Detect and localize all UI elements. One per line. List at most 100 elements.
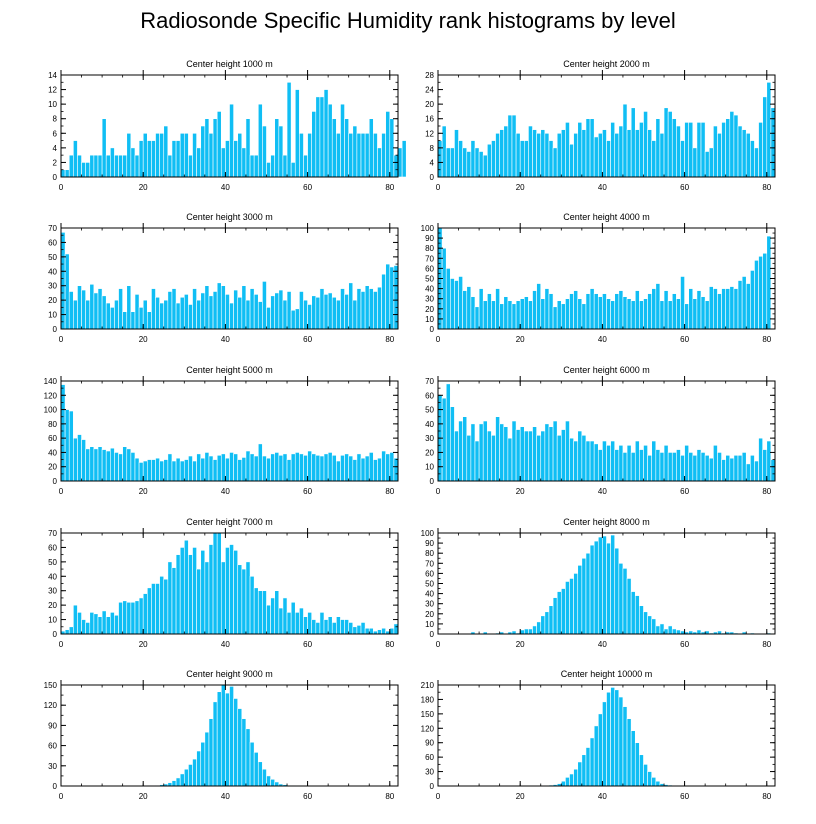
bar [581, 434, 587, 482]
bar [331, 622, 337, 635]
bar [511, 114, 517, 178]
bar [352, 125, 358, 178]
bar [216, 454, 222, 482]
bar [200, 741, 206, 787]
bar [155, 583, 160, 635]
bar [233, 550, 239, 635]
y-tick-label: 120 [421, 724, 435, 733]
bar [532, 290, 537, 330]
bar [671, 628, 677, 635]
bar [589, 288, 595, 330]
bar [437, 140, 443, 178]
chart-panel-4: Center height 4000 m0 20 40 60 8001020304050… [421, 212, 776, 344]
bar [680, 276, 685, 330]
bar [356, 132, 362, 178]
bar [373, 459, 378, 482]
bar [196, 147, 202, 178]
bar [253, 752, 259, 787]
bar [204, 452, 210, 482]
bar [294, 89, 300, 178]
bar [393, 265, 399, 330]
bar [717, 452, 722, 482]
bar [282, 299, 288, 330]
bar [643, 444, 648, 482]
bar [105, 302, 111, 330]
bar [336, 132, 341, 178]
bar [134, 154, 140, 178]
bar [458, 140, 463, 178]
bar [73, 140, 78, 178]
y-tick-label: 10 [425, 620, 434, 629]
bar [89, 446, 95, 482]
y-tick-label: 40 [48, 572, 57, 581]
bar [237, 459, 243, 482]
y-tick-label: 20 [425, 305, 434, 314]
bar [381, 132, 386, 178]
bar [544, 132, 550, 178]
bar [618, 290, 624, 330]
bar [286, 459, 292, 482]
bar [634, 595, 640, 635]
y-tick-label: 28 [425, 71, 434, 80]
y-tick-label: 4 [430, 158, 435, 167]
bar [274, 590, 280, 635]
bar [85, 448, 91, 482]
bar [737, 454, 743, 482]
bar [344, 453, 349, 482]
bar [441, 397, 447, 482]
bar [528, 628, 533, 635]
bar [389, 627, 395, 635]
bar [470, 140, 476, 178]
bar [192, 288, 197, 330]
y-tick-label: 20 [425, 100, 434, 109]
x-tick-label: 60 [303, 640, 312, 649]
bar [458, 276, 463, 330]
bar [639, 754, 644, 787]
bar [696, 290, 702, 330]
bar [257, 443, 263, 482]
bar [216, 282, 222, 330]
bar [126, 601, 132, 635]
bar [503, 125, 509, 178]
bar [507, 114, 513, 178]
bar [175, 302, 181, 330]
bar [331, 296, 337, 330]
bar [569, 143, 574, 178]
bar [274, 452, 280, 482]
bar [766, 235, 772, 330]
panel-title: Center height 1000 m [186, 59, 273, 69]
bar [315, 296, 321, 330]
bar [466, 286, 472, 330]
bar [294, 308, 300, 330]
bar [93, 292, 99, 330]
bar [618, 444, 624, 482]
bar [474, 147, 480, 178]
bar [225, 547, 230, 635]
bar [536, 132, 542, 178]
x-tick-label: 20 [139, 183, 148, 192]
bar [503, 296, 509, 330]
bar [610, 534, 616, 635]
bar [385, 263, 391, 330]
bar [85, 162, 91, 178]
bar [360, 622, 366, 635]
bar [163, 125, 169, 178]
x-tick-label: 0 [436, 335, 441, 344]
bar [134, 600, 140, 635]
bar [528, 300, 533, 330]
bar [569, 773, 574, 787]
bar [130, 601, 136, 635]
bar [307, 132, 312, 178]
bar [676, 298, 681, 330]
bar [105, 616, 111, 635]
bar [327, 292, 333, 330]
bar [585, 552, 591, 635]
bar [667, 300, 673, 330]
bar [626, 718, 632, 787]
y-tick-label: 150 [421, 710, 435, 719]
bar [110, 612, 115, 635]
bar [565, 777, 570, 787]
y-tick-label: 40 [425, 420, 434, 429]
bar [278, 125, 284, 178]
bar [622, 296, 628, 330]
